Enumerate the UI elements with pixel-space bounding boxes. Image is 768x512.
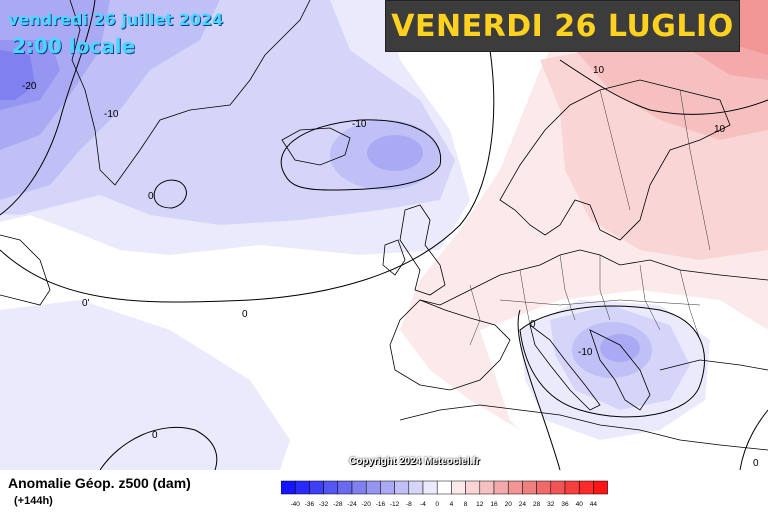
- forecast-date: vendredi 26 juillet 2024: [8, 10, 224, 29]
- forecast-time: 2:00 locale: [12, 34, 136, 58]
- legend-tick-label: -4: [420, 501, 426, 508]
- legend-tick-label: 32: [547, 501, 555, 508]
- legend-tick-label: -36: [305, 501, 315, 508]
- contour-label: 10: [593, 65, 605, 76]
- copyright-notice: Copyright 2024 Meteociel.fr: [349, 456, 480, 467]
- legend-tick-label: -12: [390, 501, 400, 508]
- legend-tick-label: -28: [333, 501, 343, 508]
- legend-tick-label: 40: [576, 501, 584, 508]
- legend-tick-label: 36: [561, 501, 569, 508]
- legend-swatch: [337, 480, 353, 495]
- forecast-step: (+144h): [14, 495, 53, 507]
- legend-tick-label: 28: [533, 501, 541, 508]
- legend-swatch: [394, 480, 410, 495]
- legend-swatch: [281, 480, 296, 495]
- legend-tick-label: 24: [519, 501, 527, 508]
- contour-label: 0: [530, 319, 536, 330]
- legend-swatch: [550, 480, 566, 495]
- contour-label: 0: [148, 191, 154, 202]
- contour-label-group: -20 -10 0 -10 0' 0 10 10 0 -10 0 0: [22, 65, 759, 469]
- legend-swatch: [408, 480, 424, 495]
- legend-tick-label: 8: [464, 501, 468, 508]
- contour-label: 0: [242, 309, 248, 320]
- contour-label: -20: [22, 81, 37, 92]
- legend-tick-label: -24: [347, 501, 357, 508]
- anomaly-map: -20 -10 0 -10 0' 0 10 10 0 -10 0 0: [0, 0, 768, 470]
- legend-swatch: [536, 480, 552, 495]
- date-banner: VENERDI 26 LUGLIO: [385, 0, 740, 52]
- legend-tick-label: 0: [435, 501, 439, 508]
- legend-swatch: [522, 480, 537, 495]
- contour-label: 10: [714, 124, 726, 135]
- color-legend: -40 -36 -32 -28 -24 -20 -16 -12 -8 -4 0 4 8 12 16 20 24 2…: [281, 480, 608, 508]
- legend-tick-label: 16: [490, 501, 498, 508]
- legend-swatch: [593, 480, 608, 495]
- legend-swatch: [380, 480, 395, 495]
- legend-swatch: [578, 480, 594, 495]
- legend-swatch: [507, 480, 523, 495]
- legend-swatch: [451, 480, 466, 495]
- legend-swatch: [436, 480, 452, 495]
- legend-tick-label: 4: [450, 501, 454, 508]
- legend-swatch: [365, 480, 381, 495]
- legend-swatch: [422, 480, 438, 495]
- legend-swatch: [564, 480, 580, 495]
- legend-tick-label: -32: [319, 501, 329, 508]
- legend-swatch: [493, 480, 509, 495]
- legend-swatch: [309, 480, 324, 495]
- legend-tick-label: 12: [476, 501, 484, 508]
- contour-label: 0: [152, 430, 158, 441]
- legend-tick-label: -20: [361, 501, 371, 508]
- legend-tick-label: -40: [290, 501, 300, 508]
- legend-swatch: [351, 480, 367, 495]
- contour-label: 0': [82, 298, 90, 309]
- country-borders: [469, 89, 711, 346]
- contour-label: -10: [578, 347, 593, 358]
- legend-swatch: [465, 480, 481, 495]
- legend-swatch: [323, 480, 339, 495]
- legend-tick-label: -8: [406, 501, 412, 508]
- contour-label: 0: [753, 458, 759, 469]
- map-parameter-title: Anomalie Géop. z500 (dam): [8, 475, 191, 491]
- legend-tick-label: -16: [376, 501, 386, 508]
- contour-label: -10: [352, 119, 367, 130]
- legend-tick-label: 20: [505, 501, 513, 508]
- legend-swatch: [294, 480, 310, 495]
- contour-label: -10: [104, 109, 119, 120]
- legend-tick-label: 44: [590, 501, 598, 508]
- legend-swatch: [479, 480, 495, 495]
